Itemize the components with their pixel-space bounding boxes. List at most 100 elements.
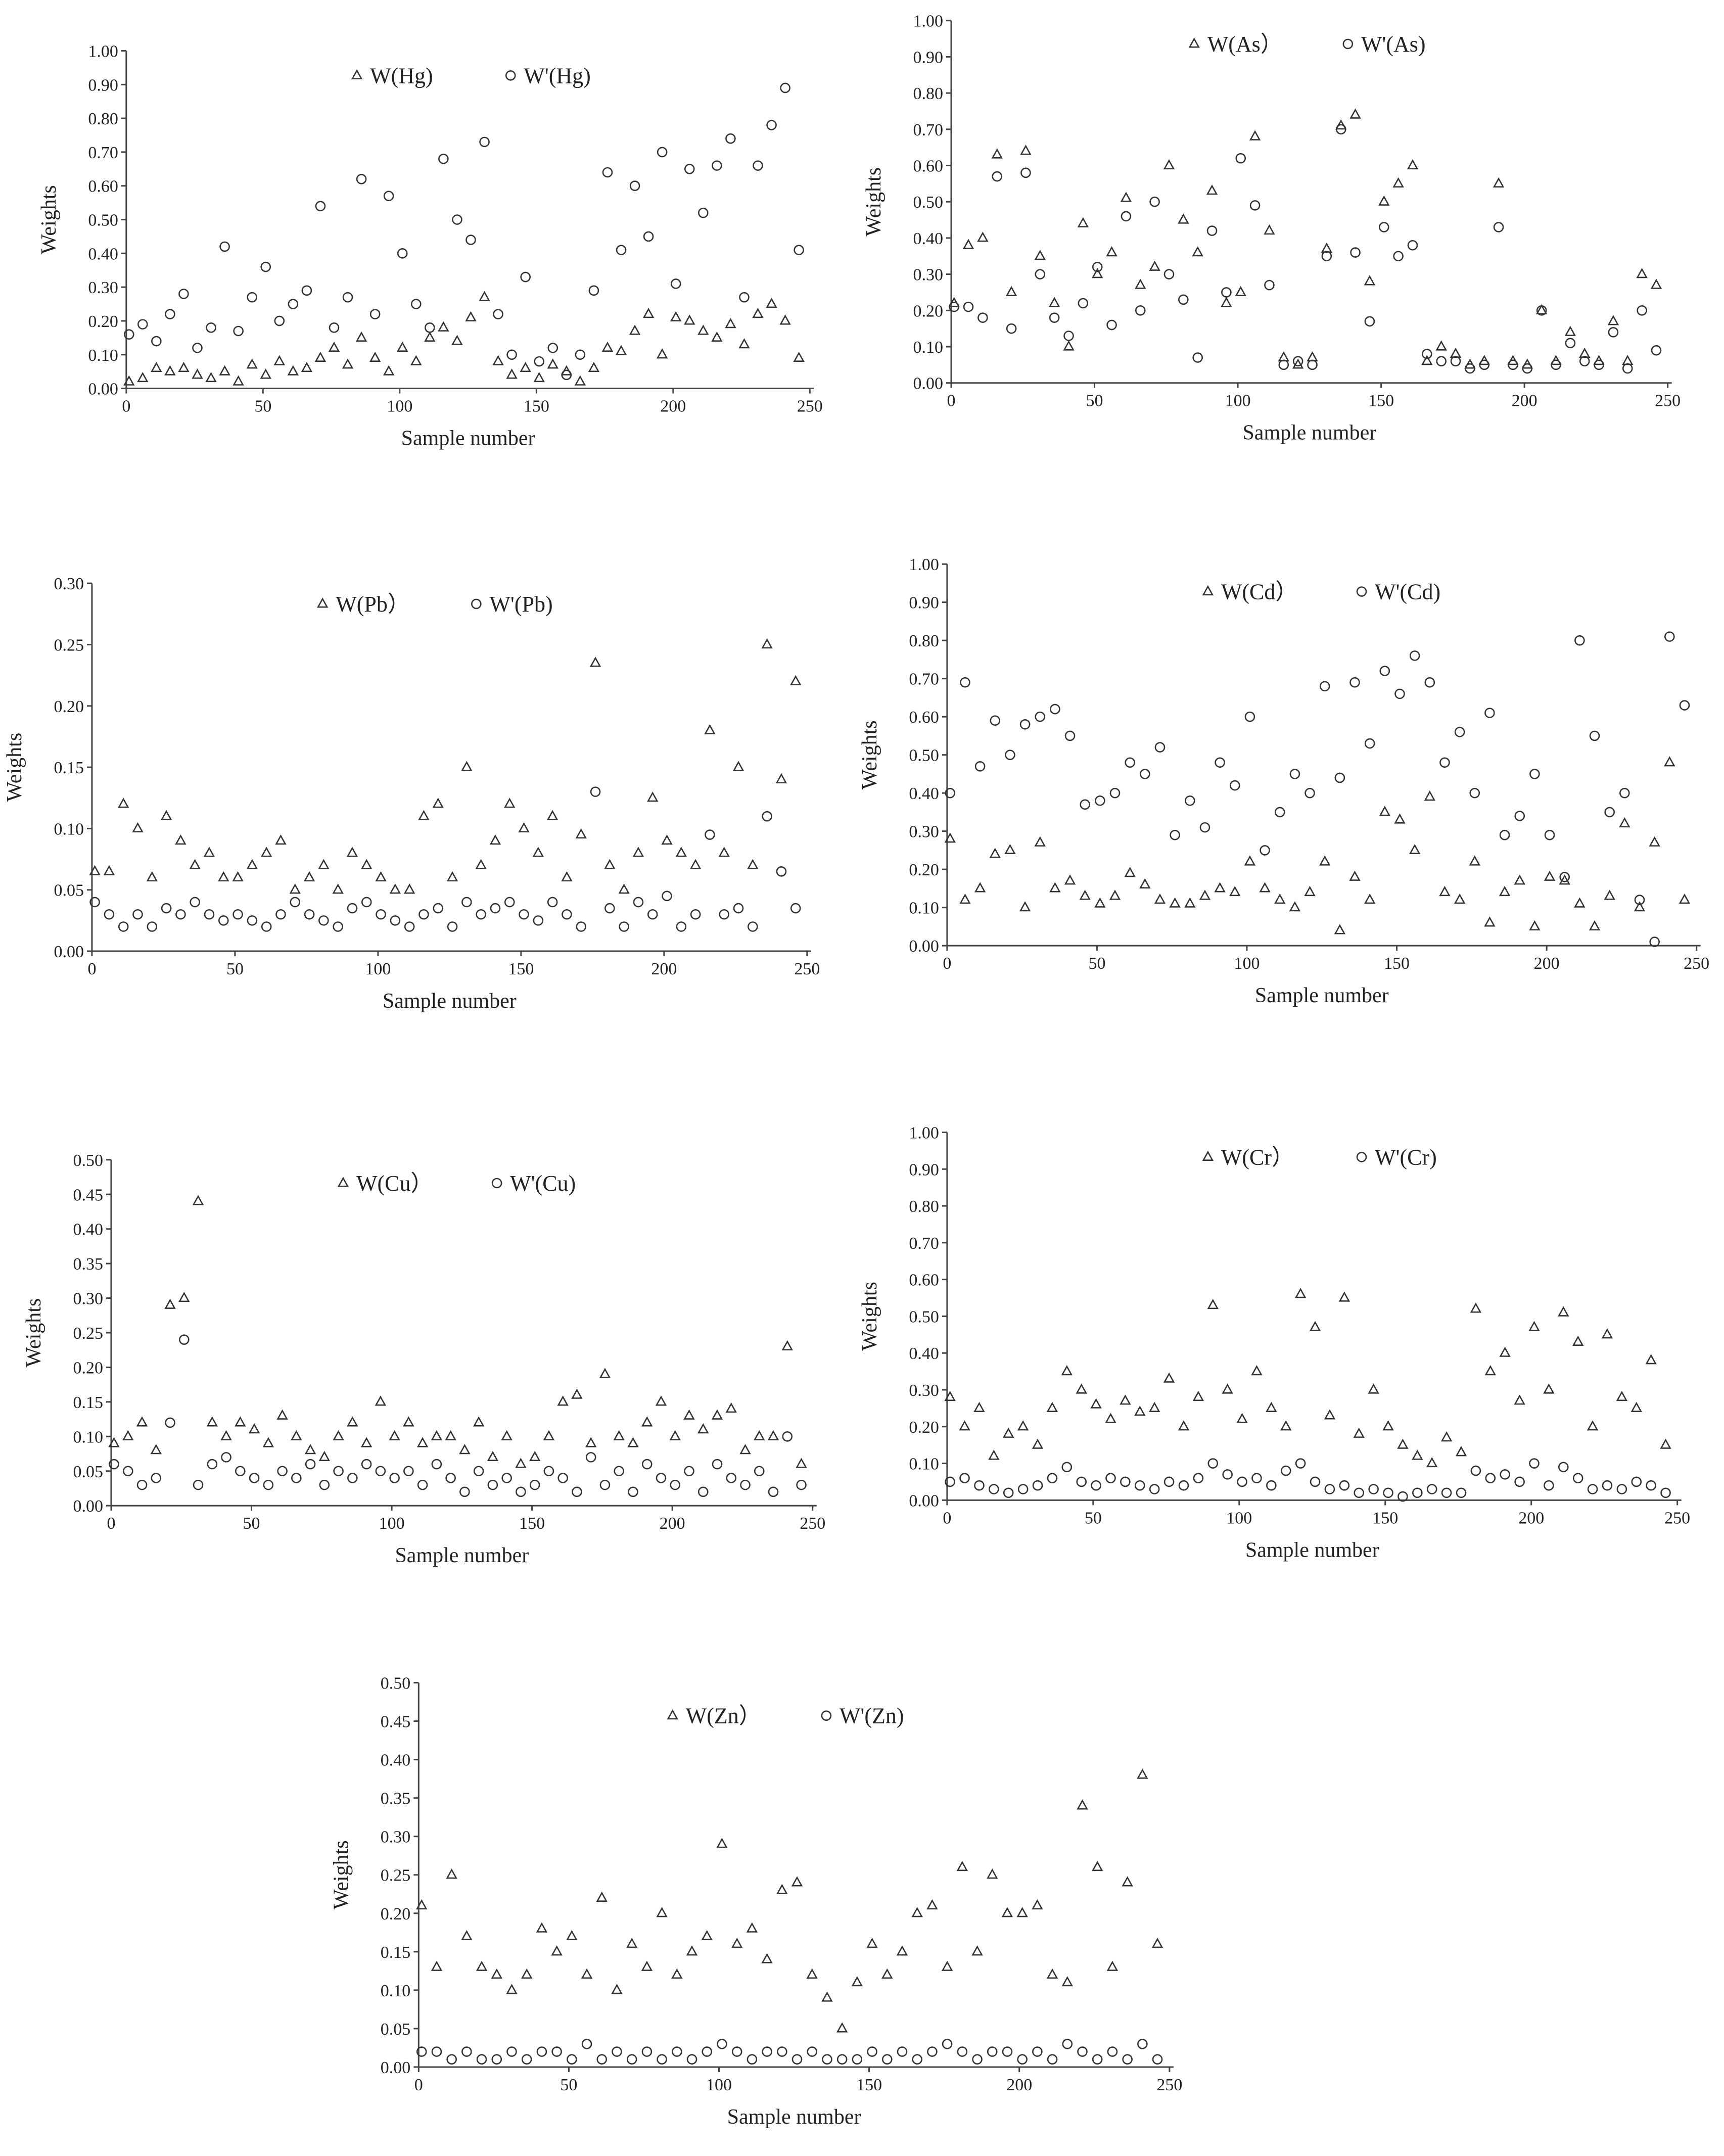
data-point xyxy=(881,1968,893,1979)
data-point xyxy=(897,2046,908,2057)
data-point xyxy=(233,325,244,337)
data-point xyxy=(122,1430,134,1440)
x-tick-label: 0 xyxy=(122,397,130,416)
data-point xyxy=(1607,315,1619,325)
x-axis-title: Sample number xyxy=(1245,1538,1379,1562)
data-point xyxy=(1594,359,1604,370)
data-point xyxy=(473,1416,485,1427)
data-point xyxy=(1426,1457,1438,1468)
data-point xyxy=(1135,1480,1145,1491)
data-point xyxy=(632,847,644,857)
data-point xyxy=(945,1476,955,1487)
data-point xyxy=(717,2039,727,2049)
data-point xyxy=(431,1960,443,1971)
data-point xyxy=(273,355,286,365)
data-point xyxy=(1004,843,1016,855)
data-point xyxy=(991,148,1003,159)
y-tick-label: 0.20 xyxy=(54,697,84,716)
data-point xyxy=(178,289,189,299)
x-tick-label: 100 xyxy=(706,2076,732,2094)
data-point xyxy=(433,903,444,914)
data-point xyxy=(291,1473,302,1483)
data-point xyxy=(780,82,790,93)
data-point xyxy=(1137,2039,1148,2049)
data-point xyxy=(277,1466,288,1477)
x-tick-label: 150 xyxy=(508,960,534,978)
data-point xyxy=(132,909,143,920)
data-point xyxy=(1499,885,1511,897)
data-point xyxy=(1529,769,1540,779)
data-point xyxy=(1077,217,1089,227)
data-point xyxy=(516,1486,526,1497)
data-point xyxy=(767,1430,779,1440)
x-tick-label: 50 xyxy=(1086,392,1103,410)
data-point xyxy=(1469,787,1480,799)
data-point xyxy=(461,2046,472,2057)
y-tick-label: 0.10 xyxy=(88,346,118,365)
data-point xyxy=(232,871,244,882)
data-point xyxy=(1222,1469,1233,1480)
data-point xyxy=(1664,756,1675,767)
data-point xyxy=(136,1416,148,1427)
data-point xyxy=(274,315,285,326)
data-point xyxy=(1062,2039,1073,2049)
data-point xyxy=(492,355,504,365)
data-point xyxy=(912,2054,922,2065)
data-point xyxy=(1528,1321,1540,1331)
y-tick-label: 0.00 xyxy=(909,937,939,956)
data-point xyxy=(959,893,971,904)
data-point xyxy=(1076,1383,1087,1394)
data-point xyxy=(1016,1907,1028,1917)
y-tick-label: 0.30 xyxy=(909,823,939,841)
data-point xyxy=(506,368,518,379)
data-point xyxy=(1439,757,1450,768)
series xyxy=(948,108,1662,369)
data-point xyxy=(1221,297,1232,307)
legend-label: W(Pb） xyxy=(336,592,410,617)
legend-label: W'(Cu) xyxy=(510,1171,576,1196)
data-point xyxy=(613,1430,625,1440)
data-point xyxy=(1319,681,1330,692)
data-point xyxy=(1479,359,1490,370)
y-tick-label: 0.00 xyxy=(909,1491,939,1510)
data-point xyxy=(1407,159,1419,170)
series xyxy=(944,1288,1671,1468)
data-point xyxy=(445,1430,456,1440)
x-tick-label: 50 xyxy=(254,397,271,416)
data-point xyxy=(641,1960,653,1971)
data-point xyxy=(383,365,395,376)
data-point xyxy=(360,1437,372,1447)
data-point xyxy=(731,2046,742,2057)
data-point xyxy=(974,1480,985,1491)
data-point xyxy=(521,2054,532,2065)
data-point xyxy=(1206,225,1218,236)
data-point xyxy=(529,1450,541,1461)
x-tick-label: 200 xyxy=(1518,1509,1544,1527)
data-point xyxy=(1435,340,1447,351)
data-point xyxy=(618,883,630,894)
data-point xyxy=(547,343,558,353)
data-point xyxy=(836,2022,848,2033)
data-point xyxy=(506,1984,518,1994)
data-point xyxy=(1559,874,1570,885)
data-point xyxy=(263,1479,274,1490)
x-tick-label: 150 xyxy=(524,397,549,416)
data-point xyxy=(1280,1465,1291,1476)
data-point xyxy=(260,847,272,857)
data-point xyxy=(410,355,422,365)
data-point xyxy=(543,1430,555,1440)
data-point xyxy=(719,909,730,920)
x-tick-label: 100 xyxy=(387,397,412,416)
data-point xyxy=(957,2046,968,2057)
data-point xyxy=(1454,893,1466,904)
data-point xyxy=(1484,1365,1497,1376)
data-point xyxy=(712,1459,723,1470)
x-tick-label: 100 xyxy=(1225,392,1251,410)
data-point xyxy=(1109,889,1121,900)
data-point xyxy=(1470,1465,1481,1476)
data-point xyxy=(712,160,722,171)
data-point xyxy=(1251,1473,1262,1483)
data-point xyxy=(911,1907,923,1917)
data-point xyxy=(220,1430,232,1440)
data-point xyxy=(137,371,149,383)
